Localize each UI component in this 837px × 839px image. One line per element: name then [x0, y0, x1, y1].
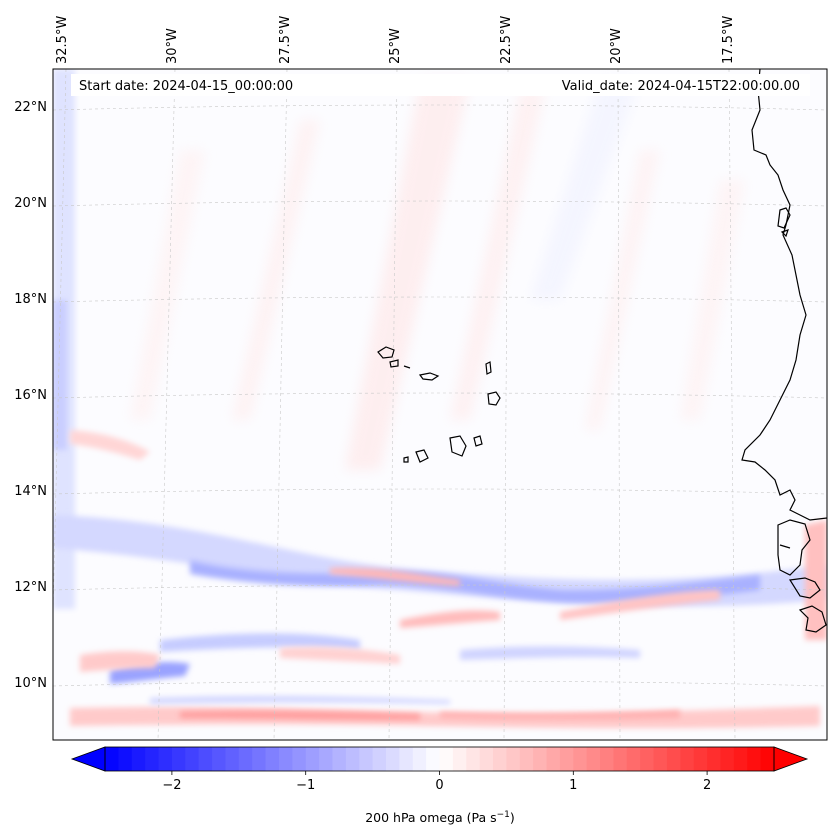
- colorbar-cell: [238, 747, 253, 771]
- colorbar-cell: [158, 747, 173, 771]
- colorbar-cell: [412, 747, 427, 771]
- colorbar-cell: [131, 747, 146, 771]
- colorbar-cell: [613, 747, 628, 771]
- colorbar-tick-label: 1: [569, 778, 577, 793]
- lon-label: 25°W: [388, 28, 403, 64]
- colorbar: −2 −1 0 1 2 200 hPa omega (Pa s−1): [70, 746, 809, 825]
- lat-label: 12°N: [14, 580, 47, 595]
- colorbar-tick-label: 0: [435, 778, 443, 793]
- colorbar-cell: [747, 747, 762, 771]
- colorbar-cell: [385, 747, 400, 771]
- colorbar-cell: [105, 747, 119, 771]
- colorbar-gradient: [105, 747, 775, 771]
- colorbar-cell: [426, 747, 441, 771]
- coastlines: [741, 69, 827, 633]
- date-label-background: [71, 74, 810, 96]
- lon-label: 32.5°W: [55, 16, 70, 64]
- colorbar-cell: [506, 747, 521, 771]
- colorbar-cell: [278, 747, 293, 771]
- lat-label: 14°N: [14, 484, 47, 499]
- colorbar-cell: [586, 747, 601, 771]
- latitude-labels: 22°N 20°N 18°N 16°N 14°N 12°N 10°N: [14, 100, 47, 691]
- colorbar-tick-label: −1: [296, 778, 315, 793]
- colorbar-cell: [707, 747, 722, 771]
- colorbar-cell: [292, 747, 307, 771]
- colorbar-cell: [399, 747, 414, 771]
- colorbar-cell: [185, 747, 200, 771]
- colorbar-cell: [760, 747, 775, 771]
- colorbar-cell: [332, 747, 347, 771]
- longitude-labels: 32.5°W 30°W 27.5°W 25°W 22.5°W 20°W 17.5…: [55, 16, 736, 64]
- lat-label: 16°N: [14, 388, 47, 403]
- colorbar-cell: [479, 747, 494, 771]
- colorbar-cell: [359, 747, 374, 771]
- colorbar-cell: [666, 747, 681, 771]
- map-frame: [52, 68, 828, 741]
- colorbar-ticks: −2 −1 0 1 2: [162, 771, 711, 793]
- lat-label: 22°N: [14, 100, 47, 115]
- colorbar-cell: [533, 747, 548, 771]
- gridlines: [53, 69, 827, 740]
- colorbar-cell: [720, 747, 735, 771]
- colorbar-cell: [319, 747, 334, 771]
- colorbar-cell: [546, 747, 561, 771]
- colorbar-tick-label: 2: [703, 778, 711, 793]
- colorbar-cell: [171, 747, 186, 771]
- colorbar-cell: [198, 747, 213, 771]
- colorbar-cell: [640, 747, 655, 771]
- lon-label: 20°W: [609, 28, 624, 64]
- colorbar-cell: [372, 747, 387, 771]
- colorbar-cell: [573, 747, 588, 771]
- lat-label: 18°N: [14, 292, 47, 307]
- colorbar-cell: [118, 747, 133, 771]
- lon-label: 30°W: [165, 28, 180, 64]
- lon-label: 22.5°W: [499, 16, 514, 64]
- lat-label: 20°N: [14, 196, 47, 211]
- colorbar-cell: [265, 747, 280, 771]
- colorbar-cell: [212, 747, 227, 771]
- lat-label: 10°N: [14, 676, 47, 691]
- colorbar-cell: [519, 747, 534, 771]
- map-panel: Start date: 2024-04-15_00:00:00 Valid_da…: [52, 68, 828, 741]
- colorbar-cell: [452, 747, 467, 771]
- colorbar-cell: [653, 747, 668, 771]
- colorbar-max-extension: [773, 746, 809, 772]
- colorbar-cell: [305, 747, 320, 771]
- colorbar-cell: [559, 747, 574, 771]
- lon-label: 27.5°W: [278, 16, 293, 64]
- colorbar-cell: [680, 747, 695, 771]
- colorbar-tick-label: −2: [162, 778, 181, 793]
- colorbar-label: 200 hPa omega (Pa s−1): [365, 810, 515, 825]
- colorbar-cell: [466, 747, 481, 771]
- colorbar-cell: [145, 747, 160, 771]
- omega-field: [53, 69, 827, 729]
- colorbar-min-extension: [70, 746, 106, 772]
- colorbar-cell: [345, 747, 360, 771]
- colorbar-cell: [626, 747, 641, 771]
- colorbar-cell: [252, 747, 267, 771]
- west-africa-coastline: [741, 69, 827, 521]
- colorbar-cell: [225, 747, 240, 771]
- colorbar-cell: [439, 747, 454, 771]
- valid-date-label: Valid_date: 2024-04-15T22:00:00.00: [562, 79, 800, 94]
- colorbar-cell: [493, 747, 507, 771]
- lon-label: 17.5°W: [721, 16, 736, 64]
- colorbar-cell: [733, 747, 748, 771]
- colorbar-cell: [600, 747, 615, 771]
- start-date-label: Start date: 2024-04-15_00:00:00: [79, 79, 293, 94]
- cape-verde-islands: [377, 346, 501, 463]
- colorbar-cell: [693, 747, 708, 771]
